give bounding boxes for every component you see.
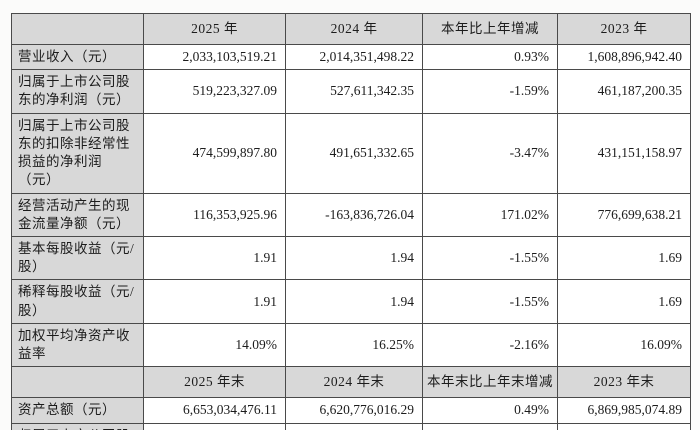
value-2025: 14.09% [143, 322, 286, 368]
annual-header-blank-cell [11, 13, 144, 45]
row-label: 归属于上市公司股东的净资产（元） [11, 422, 144, 430]
value-yoy-change: -3.47% [422, 112, 558, 194]
value-yoy-change: -1.55% [422, 235, 558, 281]
value-2025-end: 3,918,334,549.67 [143, 422, 286, 430]
value-2023: 776,699,638.21 [557, 192, 691, 237]
value-yoy-change: -1.55% [422, 279, 558, 324]
period-end-header-row: 2025 年末 2024 年末 本年末比上年末增减 2023 年末 [11, 366, 691, 399]
value-yoy-change: 171.02% [422, 192, 558, 237]
value-2024: 491,651,332.65 [285, 112, 423, 194]
row-label: 稀释每股收益（元/股） [11, 279, 144, 324]
row-label: 加权平均净资产收益率 [11, 322, 144, 368]
value-2025: 2,033,103,519.21 [143, 43, 286, 71]
value-2024: 16.25% [285, 322, 423, 368]
period-end-header-2024: 2024 年末 [285, 366, 423, 399]
value-2025: 1.91 [143, 235, 286, 281]
value-2023: 461,187,200.35 [557, 69, 691, 114]
annual-header-yoy-change: 本年比上年增减 [422, 13, 558, 45]
row-label: 归属于上市公司股东的扣除非经常性损益的净利润（元） [11, 112, 144, 194]
table-row-net-assets-attributable: 归属于上市公司股东的净资产（元） 3,918,334,549.67 3,464,… [11, 422, 691, 430]
annual-header-row: 2025 年 2024 年 本年比上年增减 2023 年 [11, 13, 691, 45]
value-2023: 431,151,158.97 [557, 112, 691, 194]
table-row-diluted-eps: 稀释每股收益（元/股） 1.91 1.94 -1.55% 1.69 [11, 279, 691, 324]
row-label: 营业收入（元） [11, 43, 144, 71]
table-row-net-profit-attributable: 归属于上市公司股东的净利润（元） 519,223,327.09 527,611,… [11, 69, 691, 114]
value-yoy-change: -2.16% [422, 322, 558, 368]
value-2024: 1.94 [285, 279, 423, 324]
table-row-operating-revenue: 营业收入（元） 2,033,103,519.21 2,014,351,498.2… [11, 43, 691, 71]
row-label: 资产总额（元） [11, 397, 144, 424]
value-yoy-change: -1.59% [422, 69, 558, 114]
value-yoy-change: 0.93% [422, 43, 558, 71]
row-label: 经营活动产生的现金流量净额（元） [11, 192, 144, 237]
value-2025: 519,223,327.09 [143, 69, 286, 114]
value-2024-end: 3,464,409,546.04 [285, 422, 423, 430]
value-2023: 16.09% [557, 322, 691, 368]
period-end-header-2025: 2025 年末 [143, 366, 286, 399]
table-row-basic-eps: 基本每股收益（元/股） 1.91 1.94 -1.55% 1.69 [11, 235, 691, 281]
value-2024-end: 6,620,776,016.29 [285, 397, 423, 424]
value-2024: 1.94 [285, 235, 423, 281]
annual-header-2025: 2025 年 [143, 13, 286, 45]
annual-header-2024: 2024 年 [285, 13, 423, 45]
period-end-header-2023: 2023 年末 [557, 366, 691, 399]
value-2023: 1,608,896,942.40 [557, 43, 691, 71]
table-row-net-profit-excl-non-recurring: 归属于上市公司股东的扣除非经常性损益的净利润（元） 474,599,897.80… [11, 112, 691, 194]
value-2023-end: 3,071,945,357.58 [557, 422, 691, 430]
value-2025: 474,599,897.80 [143, 112, 286, 194]
table-row-weighted-average-roe: 加权平均净资产收益率 14.09% 16.25% -2.16% 16.09% [11, 322, 691, 368]
value-2024: 527,611,342.35 [285, 69, 423, 114]
row-label: 基本每股收益（元/股） [11, 235, 144, 281]
value-2025: 1.91 [143, 279, 286, 324]
value-2024: -163,836,726.04 [285, 192, 423, 237]
value-2023: 1.69 [557, 279, 691, 324]
value-yoy-change: 13.10% [422, 422, 558, 430]
table-row-operating-cash-flow: 经营活动产生的现金流量净额（元） 116,353,925.96 -163,836… [11, 192, 691, 237]
period-end-header-blank-cell [11, 366, 144, 399]
value-2023-end: 6,869,985,074.89 [557, 397, 691, 424]
annual-header-2023: 2023 年 [557, 13, 691, 45]
financial-summary-table: 2025 年 2024 年 本年比上年增减 2023 年 营业收入（元） 2,0… [11, 13, 691, 430]
row-label: 归属于上市公司股东的净利润（元） [11, 69, 144, 114]
table-row-total-assets: 资产总额（元） 6,653,034,476.11 6,620,776,016.2… [11, 397, 691, 424]
value-2024: 2,014,351,498.22 [285, 43, 423, 71]
value-2023: 1.69 [557, 235, 691, 281]
value-2025-end: 6,653,034,476.11 [143, 397, 286, 424]
value-yoy-change: 0.49% [422, 397, 558, 424]
period-end-header-yoy-change: 本年末比上年末增减 [422, 366, 558, 399]
value-2025: 116,353,925.96 [143, 192, 286, 237]
